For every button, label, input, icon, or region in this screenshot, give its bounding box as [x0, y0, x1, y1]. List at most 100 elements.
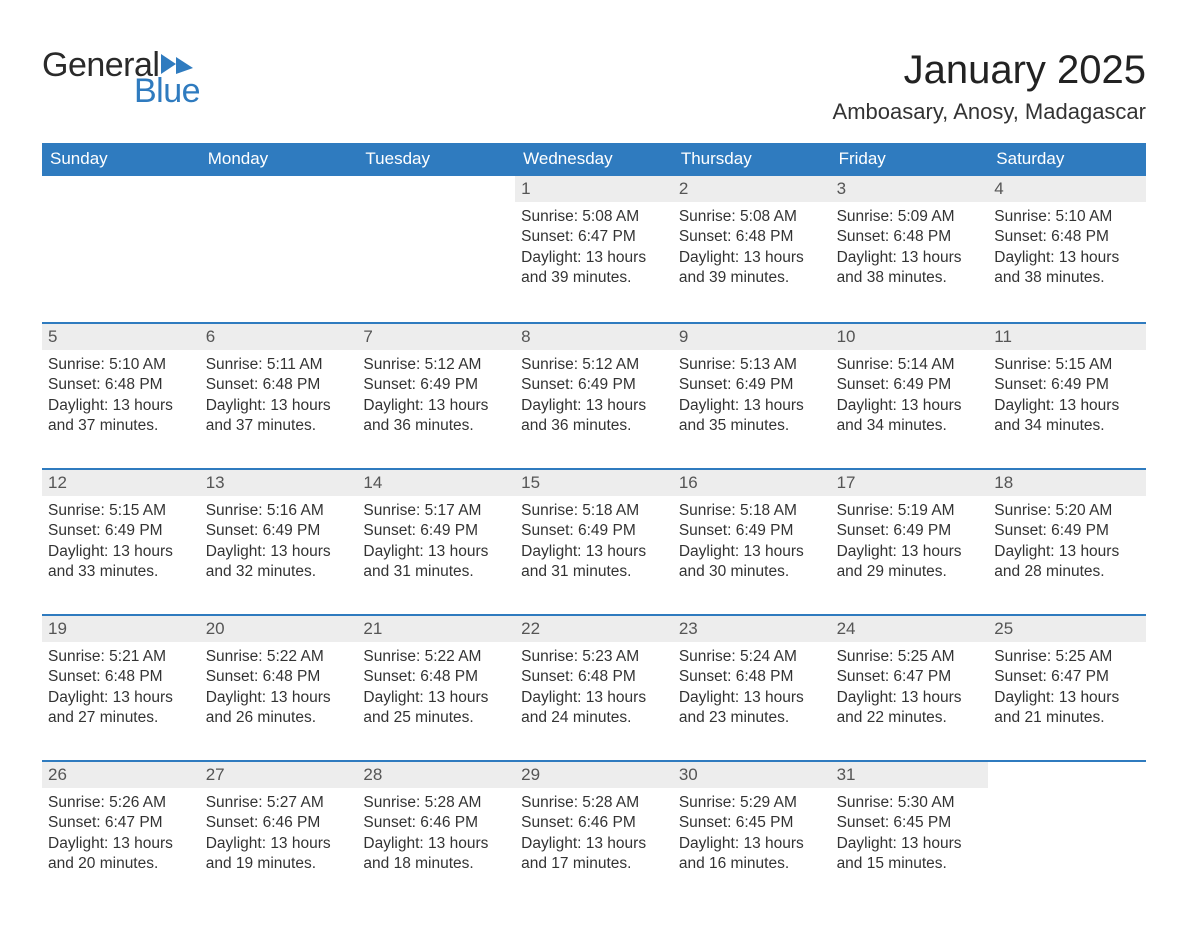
calendar-day: 24Sunrise: 5:25 AMSunset: 6:47 PMDayligh…: [831, 616, 989, 760]
sunrise-text: Sunrise: 5:12 AM: [521, 355, 667, 375]
sunset-text: Sunset: 6:47 PM: [521, 227, 667, 247]
sunset-text: Sunset: 6:49 PM: [679, 521, 825, 541]
daylight-text: Daylight: 13 hours and 29 minutes.: [837, 542, 983, 583]
sunset-text: Sunset: 6:49 PM: [679, 375, 825, 395]
sunrise-text: Sunrise: 5:12 AM: [363, 355, 509, 375]
daylight-text: Daylight: 13 hours and 39 minutes.: [521, 248, 667, 289]
day-number: 27: [200, 762, 358, 788]
daylight-text: Daylight: 13 hours and 20 minutes.: [48, 834, 194, 875]
sunrise-text: Sunrise: 5:08 AM: [521, 207, 667, 227]
calendar-day: 18Sunrise: 5:20 AMSunset: 6:49 PMDayligh…: [988, 470, 1146, 614]
header-bar: General Blue January 2025 Amboasary, Ano…: [42, 48, 1146, 125]
day-number: 10: [831, 324, 989, 350]
sunrise-text: Sunrise: 5:30 AM: [837, 793, 983, 813]
calendar-day: 26Sunrise: 5:26 AMSunset: 6:47 PMDayligh…: [42, 762, 200, 906]
calendar-week: 19Sunrise: 5:21 AMSunset: 6:48 PMDayligh…: [42, 614, 1146, 760]
calendar-day: 27Sunrise: 5:27 AMSunset: 6:46 PMDayligh…: [200, 762, 358, 906]
daylight-text: Daylight: 13 hours and 17 minutes.: [521, 834, 667, 875]
day-details: Sunrise: 5:14 AMSunset: 6:49 PMDaylight:…: [831, 350, 989, 437]
day-number: 13: [200, 470, 358, 496]
calendar-day: 9Sunrise: 5:13 AMSunset: 6:49 PMDaylight…: [673, 324, 831, 468]
calendar-day: 13Sunrise: 5:16 AMSunset: 6:49 PMDayligh…: [200, 470, 358, 614]
day-number: 30: [673, 762, 831, 788]
sunset-text: Sunset: 6:49 PM: [837, 375, 983, 395]
day-details: Sunrise: 5:27 AMSunset: 6:46 PMDaylight:…: [200, 788, 358, 875]
calendar-week: 26Sunrise: 5:26 AMSunset: 6:47 PMDayligh…: [42, 760, 1146, 906]
sunrise-text: Sunrise: 5:27 AM: [206, 793, 352, 813]
sunset-text: Sunset: 6:48 PM: [363, 667, 509, 687]
day-number: 28: [357, 762, 515, 788]
sunset-text: Sunset: 6:45 PM: [837, 813, 983, 833]
day-number: 9: [673, 324, 831, 350]
daylight-text: Daylight: 13 hours and 28 minutes.: [994, 542, 1140, 583]
daylight-text: Daylight: 13 hours and 16 minutes.: [679, 834, 825, 875]
day-number: 5: [42, 324, 200, 350]
sunrise-text: Sunrise: 5:10 AM: [48, 355, 194, 375]
sunset-text: Sunset: 6:48 PM: [679, 227, 825, 247]
sunrise-text: Sunrise: 5:25 AM: [837, 647, 983, 667]
day-details: Sunrise: 5:21 AMSunset: 6:48 PMDaylight:…: [42, 642, 200, 729]
calendar-day: [357, 176, 515, 322]
daylight-text: Daylight: 13 hours and 33 minutes.: [48, 542, 194, 583]
sunrise-text: Sunrise: 5:08 AM: [679, 207, 825, 227]
calendar-day: 30Sunrise: 5:29 AMSunset: 6:45 PMDayligh…: [673, 762, 831, 906]
daylight-text: Daylight: 13 hours and 19 minutes.: [206, 834, 352, 875]
calendar-day: 12Sunrise: 5:15 AMSunset: 6:49 PMDayligh…: [42, 470, 200, 614]
sunset-text: Sunset: 6:49 PM: [363, 521, 509, 541]
day-details: Sunrise: 5:17 AMSunset: 6:49 PMDaylight:…: [357, 496, 515, 583]
day-details: Sunrise: 5:11 AMSunset: 6:48 PMDaylight:…: [200, 350, 358, 437]
sunset-text: Sunset: 6:49 PM: [48, 521, 194, 541]
calendar-day: 21Sunrise: 5:22 AMSunset: 6:48 PMDayligh…: [357, 616, 515, 760]
daylight-text: Daylight: 13 hours and 37 minutes.: [48, 396, 194, 437]
calendar-day: 1Sunrise: 5:08 AMSunset: 6:47 PMDaylight…: [515, 176, 673, 322]
day-number: 11: [988, 324, 1146, 350]
daylight-text: Daylight: 13 hours and 39 minutes.: [679, 248, 825, 289]
logo-text-blue: Blue: [134, 74, 200, 108]
daylight-text: Daylight: 13 hours and 34 minutes.: [837, 396, 983, 437]
calendar-day: 15Sunrise: 5:18 AMSunset: 6:49 PMDayligh…: [515, 470, 673, 614]
daylight-text: Daylight: 13 hours and 24 minutes.: [521, 688, 667, 729]
calendar-day: 2Sunrise: 5:08 AMSunset: 6:48 PMDaylight…: [673, 176, 831, 322]
day-details: Sunrise: 5:18 AMSunset: 6:49 PMDaylight:…: [673, 496, 831, 583]
calendar-day: 8Sunrise: 5:12 AMSunset: 6:49 PMDaylight…: [515, 324, 673, 468]
sunrise-text: Sunrise: 5:21 AM: [48, 647, 194, 667]
day-details: Sunrise: 5:08 AMSunset: 6:47 PMDaylight:…: [515, 202, 673, 289]
day-details: Sunrise: 5:20 AMSunset: 6:49 PMDaylight:…: [988, 496, 1146, 583]
daylight-text: Daylight: 13 hours and 38 minutes.: [837, 248, 983, 289]
day-details: Sunrise: 5:12 AMSunset: 6:49 PMDaylight:…: [515, 350, 673, 437]
sunset-text: Sunset: 6:49 PM: [994, 375, 1140, 395]
sunset-text: Sunset: 6:48 PM: [679, 667, 825, 687]
location-subtitle: Amboasary, Anosy, Madagascar: [833, 99, 1146, 125]
day-details: Sunrise: 5:25 AMSunset: 6:47 PMDaylight:…: [988, 642, 1146, 729]
daylight-text: Daylight: 13 hours and 31 minutes.: [521, 542, 667, 583]
day-of-week-header: Sunday Monday Tuesday Wednesday Thursday…: [42, 143, 1146, 176]
day-details: Sunrise: 5:19 AMSunset: 6:49 PMDaylight:…: [831, 496, 989, 583]
sunset-text: Sunset: 6:49 PM: [521, 521, 667, 541]
day-details: Sunrise: 5:10 AMSunset: 6:48 PMDaylight:…: [42, 350, 200, 437]
day-number: 29: [515, 762, 673, 788]
day-number: 21: [357, 616, 515, 642]
sunrise-text: Sunrise: 5:15 AM: [48, 501, 194, 521]
calendar-day: 14Sunrise: 5:17 AMSunset: 6:49 PMDayligh…: [357, 470, 515, 614]
daylight-text: Daylight: 13 hours and 26 minutes.: [206, 688, 352, 729]
dow-wednesday: Wednesday: [515, 143, 673, 176]
sunset-text: Sunset: 6:48 PM: [206, 375, 352, 395]
day-number: 6: [200, 324, 358, 350]
sunrise-text: Sunrise: 5:20 AM: [994, 501, 1140, 521]
daylight-text: Daylight: 13 hours and 34 minutes.: [994, 396, 1140, 437]
sunrise-text: Sunrise: 5:28 AM: [363, 793, 509, 813]
calendar-day: 5Sunrise: 5:10 AMSunset: 6:48 PMDaylight…: [42, 324, 200, 468]
calendar-day: 7Sunrise: 5:12 AMSunset: 6:49 PMDaylight…: [357, 324, 515, 468]
calendar: Sunday Monday Tuesday Wednesday Thursday…: [42, 143, 1146, 906]
day-details: Sunrise: 5:13 AMSunset: 6:49 PMDaylight:…: [673, 350, 831, 437]
dow-thursday: Thursday: [673, 143, 831, 176]
brand-logo: General Blue: [42, 48, 200, 108]
day-details: Sunrise: 5:16 AMSunset: 6:49 PMDaylight:…: [200, 496, 358, 583]
daylight-text: Daylight: 13 hours and 31 minutes.: [363, 542, 509, 583]
calendar-week: 1Sunrise: 5:08 AMSunset: 6:47 PMDaylight…: [42, 176, 1146, 322]
day-details: Sunrise: 5:22 AMSunset: 6:48 PMDaylight:…: [200, 642, 358, 729]
daylight-text: Daylight: 13 hours and 36 minutes.: [521, 396, 667, 437]
sunset-text: Sunset: 6:48 PM: [521, 667, 667, 687]
calendar-day: 16Sunrise: 5:18 AMSunset: 6:49 PMDayligh…: [673, 470, 831, 614]
sunrise-text: Sunrise: 5:26 AM: [48, 793, 194, 813]
